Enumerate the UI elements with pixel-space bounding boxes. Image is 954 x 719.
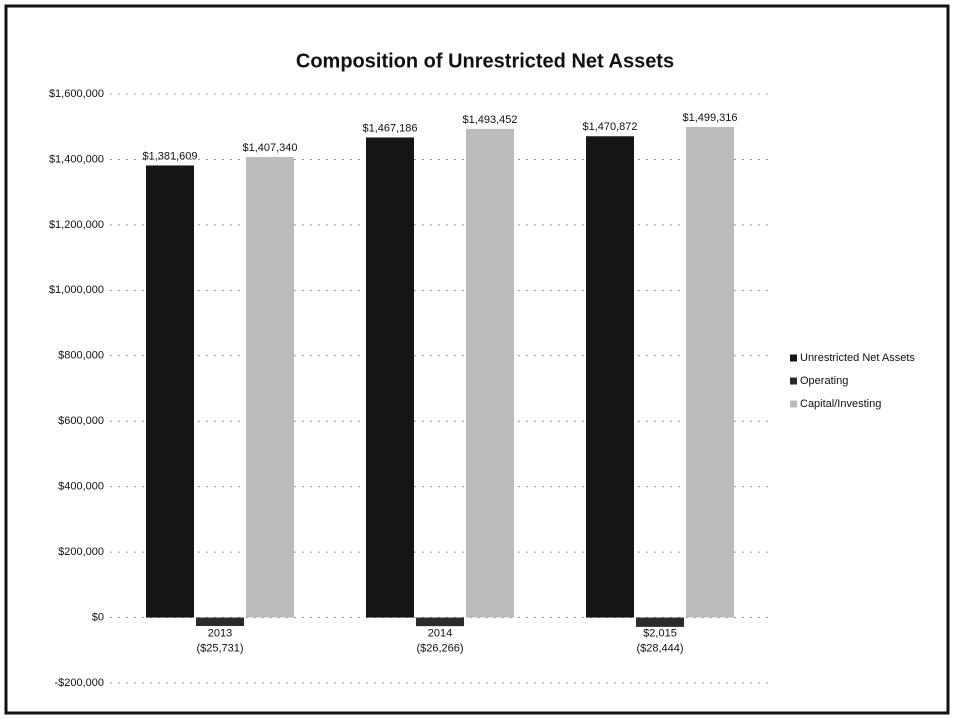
- bar: [146, 165, 194, 618]
- frame: [4, 4, 950, 715]
- data-label: ($26,266): [416, 642, 463, 654]
- x-tick-label: 2013: [208, 627, 232, 639]
- bar: [636, 617, 684, 627]
- y-tick-label: $600,000: [58, 415, 104, 427]
- bar: [196, 617, 244, 626]
- y-tick-label: $1,600,000: [49, 88, 104, 100]
- y-tick-label: $1,400,000: [49, 153, 104, 165]
- data-label: $1,470,872: [582, 121, 637, 133]
- bar: [686, 126, 734, 618]
- legend-label: Operating: [800, 375, 848, 387]
- y-tick-label: $1,000,000: [49, 284, 104, 296]
- data-label: $1,493,452: [462, 114, 517, 126]
- bar: [466, 128, 514, 618]
- y-tick-label: $200,000: [58, 546, 104, 558]
- chart-title: Composition of Unrestricted Net Assets: [296, 50, 674, 72]
- data-label: $1,407,340: [242, 142, 297, 154]
- y-tick-label: $400,000: [58, 481, 104, 493]
- data-label: $1,499,316: [682, 112, 737, 124]
- data-label: $1,467,186: [362, 122, 417, 134]
- legend-label: Capital/Investing: [800, 398, 881, 410]
- legend-swatch: [790, 354, 797, 362]
- legend-swatch: [790, 377, 797, 385]
- bar: [416, 617, 464, 627]
- data-label: ($28,444): [636, 642, 683, 654]
- x-tick-label: $2,015: [643, 627, 677, 639]
- bar: [366, 137, 414, 618]
- y-tick-label: -$200,000: [54, 677, 104, 689]
- bar: [246, 157, 294, 618]
- y-tick-label: $800,000: [58, 350, 104, 362]
- data-label: $1,381,609: [142, 150, 197, 162]
- y-tick-label: $1,200,000: [49, 219, 104, 231]
- legend-swatch: [790, 400, 797, 408]
- data-label: ($25,731): [196, 642, 243, 654]
- bar: [586, 136, 634, 618]
- legend-label: Unrestricted Net Assets: [800, 352, 915, 364]
- y-tick-label: $0: [92, 611, 104, 623]
- x-tick-label: 2014: [428, 627, 452, 639]
